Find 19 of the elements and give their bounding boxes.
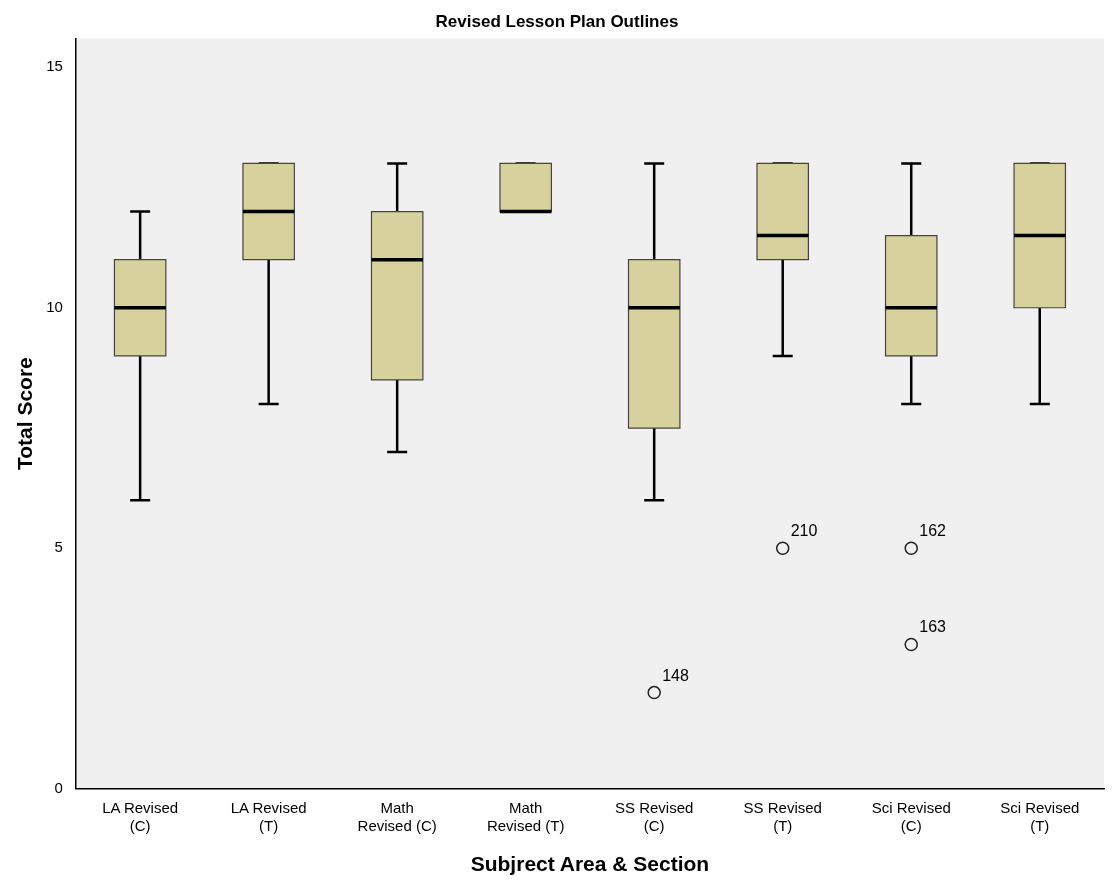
annotation: 148: [662, 666, 689, 684]
y-axis-title: Total Score: [13, 357, 37, 471]
x-tick-label: Sci Revised (C): [871, 798, 951, 834]
annotation: 210: [790, 522, 818, 540]
x-axis-title: Subjrect Area & Section: [470, 852, 710, 876]
chart-title: Revised Lesson Plan Outlines: [435, 11, 679, 31]
y-tick-label: 0: [54, 778, 63, 796]
x-tick-label: Math Revised (C): [357, 798, 437, 834]
y-tick-label: 15: [46, 57, 63, 75]
x-tick-label: Sci Revised (T): [1000, 798, 1080, 834]
x-tick-label: Math Revised (T): [486, 798, 565, 834]
x-tick-label: LA Revised (C): [102, 798, 179, 834]
annotation: 163: [919, 618, 947, 636]
x-tick-label: SS Revised (T): [743, 798, 822, 834]
y-tick-label: 10: [46, 297, 63, 315]
y-tick-label: 5: [54, 538, 63, 556]
x-tick-label: LA Revised (T): [230, 798, 307, 834]
annotation: 162: [919, 522, 947, 540]
x-tick-label: SS Revised (C): [615, 798, 694, 834]
